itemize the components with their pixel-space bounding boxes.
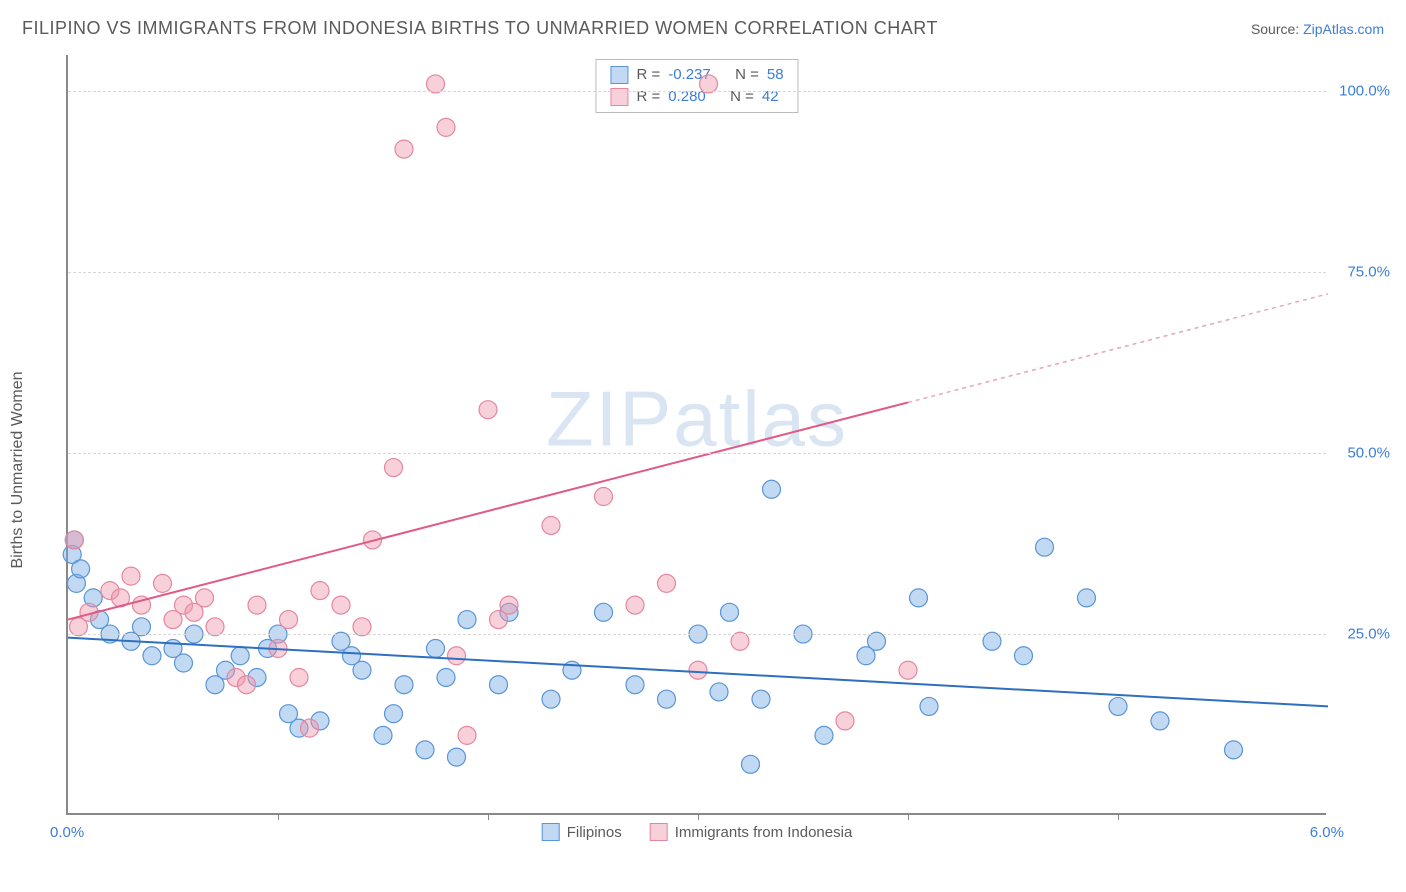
data-point [448,748,466,766]
data-point [1036,538,1054,556]
trendline [908,294,1328,403]
legend-label: Immigrants from Indonesia [675,824,853,841]
y-axis-label: Births to Unmarried Women [9,371,27,568]
data-point [815,726,833,744]
trendline [68,402,908,619]
data-point [1078,589,1096,607]
gridline [68,272,1326,273]
data-point [910,589,928,607]
legend-label: Filipinos [567,824,622,841]
x-tick [698,813,699,820]
data-point [301,719,319,737]
data-point [479,401,497,419]
x-axis-min-label: 0.0% [50,824,84,841]
data-point [595,603,613,621]
data-point [752,690,770,708]
data-point [920,697,938,715]
gridline [68,453,1326,454]
data-point [1015,647,1033,665]
legend-swatch [542,823,560,841]
legend-swatch [650,823,668,841]
chart-title: FILIPINO VS IMMIGRANTS FROM INDONESIA BI… [22,18,938,39]
data-point [542,516,560,534]
data-point [542,690,560,708]
legend-item: Filipinos [542,823,622,841]
data-point [721,603,739,621]
y-tick-label: 50.0% [1347,445,1390,462]
plot-area: ZIPatlas R = -0.237 N = 58R = 0.280 N = … [66,55,1326,815]
gridline [68,634,1326,635]
legend-item: Immigrants from Indonesia [650,823,853,841]
data-point [385,705,403,723]
data-point [1151,712,1169,730]
data-point [626,596,644,614]
data-point [395,676,413,694]
x-tick [278,813,279,820]
y-tick-label: 25.0% [1347,626,1390,643]
data-point [416,741,434,759]
series-legend: Filipinos Immigrants from Indonesia [542,823,853,841]
data-point [280,611,298,629]
data-point [836,712,854,730]
data-point [72,560,90,578]
data-point [65,531,83,549]
data-point [311,582,329,600]
data-point [437,118,455,136]
data-point [196,589,214,607]
data-point [175,654,193,672]
gridline [68,91,1326,92]
data-point [490,676,508,694]
y-tick-label: 75.0% [1347,264,1390,281]
x-tick [488,813,489,820]
x-tick [908,813,909,820]
data-point [374,726,392,744]
data-point [710,683,728,701]
data-point [332,596,350,614]
data-point [763,480,781,498]
data-point [395,140,413,158]
data-point [248,596,266,614]
data-point [122,567,140,585]
chart-container: Births to Unmarried Women ZIPatlas R = -… [28,55,1388,885]
data-point [458,611,476,629]
x-tick [1118,813,1119,820]
data-point [742,755,760,773]
data-point [231,647,249,665]
data-point [437,668,455,686]
source-attribution: Source: ZipAtlas.com [1251,21,1384,37]
data-point [1109,697,1127,715]
data-point [689,661,707,679]
y-tick-label: 100.0% [1339,83,1390,100]
data-point [458,726,476,744]
data-point [448,647,466,665]
data-point [385,459,403,477]
x-axis-max-label: 6.0% [1310,824,1344,841]
data-point [658,574,676,592]
data-point [595,488,613,506]
data-point [353,661,371,679]
data-point [658,690,676,708]
data-point [899,661,917,679]
data-point [238,676,256,694]
data-point [427,640,445,658]
scatter-svg [68,55,1326,813]
data-point [143,647,161,665]
data-point [1225,741,1243,759]
data-point [626,676,644,694]
data-point [154,574,172,592]
data-point [500,596,518,614]
data-point [290,668,308,686]
